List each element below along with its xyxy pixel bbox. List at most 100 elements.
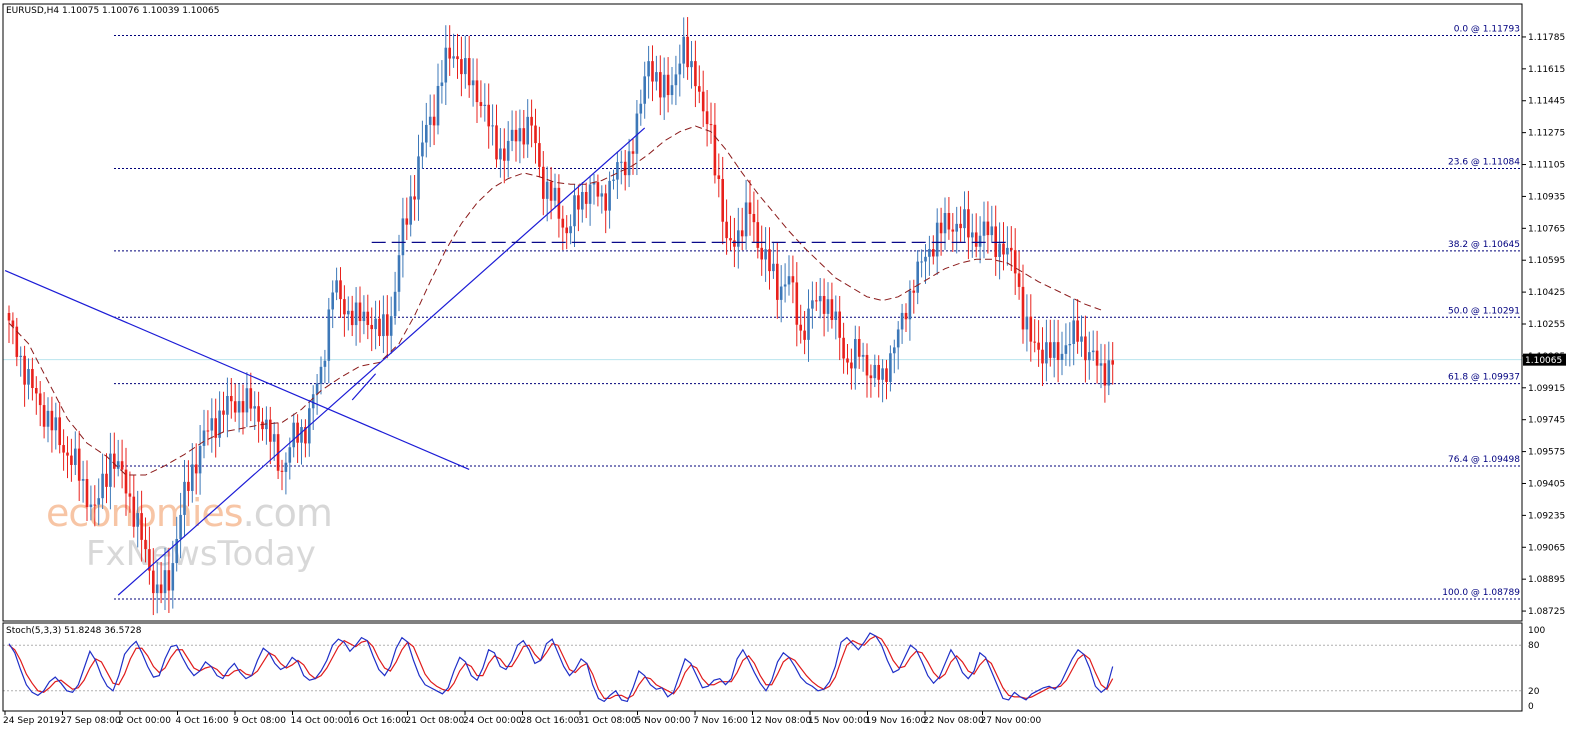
- candle-body: [272, 434, 276, 442]
- candle-body: [448, 47, 451, 59]
- candle-body: [1068, 343, 1072, 346]
- candle-body: [167, 570, 171, 591]
- price-tick-label: 1.09405: [1528, 479, 1565, 489]
- stoch-tick-label: 0: [1528, 702, 1534, 712]
- candle-body: [666, 74, 670, 96]
- candle-body: [756, 222, 760, 248]
- time-axis-label: 14 Oct 00:00: [291, 716, 350, 726]
- watermark-part1: economies: [46, 491, 243, 535]
- candle-body: [635, 113, 639, 154]
- candle-body: [939, 222, 943, 234]
- candle-body: [803, 330, 806, 340]
- candle-body: [807, 308, 810, 340]
- candle-body: [1029, 316, 1033, 342]
- candle-body: [869, 375, 873, 379]
- fib-level-label: 0.0 @ 1.11793: [1454, 24, 1520, 34]
- candle-body: [717, 175, 721, 180]
- candle-body: [191, 464, 194, 491]
- candle-body: [815, 300, 818, 302]
- stoch-tick-label: 100: [1528, 626, 1545, 636]
- price-tick-label: 1.11615: [1528, 65, 1565, 75]
- svg-text:economies.com: economies.com: [46, 491, 332, 535]
- candle-body: [877, 364, 880, 380]
- candle-body: [15, 326, 19, 357]
- candle-body: [284, 462, 288, 472]
- candle-body: [545, 181, 549, 199]
- candle-body: [865, 354, 869, 376]
- candle-body: [701, 91, 705, 112]
- candle-body: [382, 314, 385, 337]
- stoch-signal-line: [8, 635, 1114, 700]
- candle-body: [105, 473, 108, 487]
- candle-body: [526, 116, 529, 145]
- candle-body: [518, 128, 522, 142]
- candle-body: [670, 85, 674, 96]
- candle-body: [627, 151, 631, 176]
- candle-body: [249, 388, 253, 409]
- candle-body: [343, 299, 346, 315]
- candle-body: [1107, 360, 1111, 386]
- candle-body: [861, 354, 865, 357]
- candle-body: [179, 514, 182, 539]
- candle-body: [479, 102, 483, 107]
- candle-body: [967, 209, 970, 238]
- candle-body: [744, 202, 748, 237]
- candle-body: [113, 453, 116, 469]
- candle-body: [397, 255, 401, 292]
- candle-body: [818, 295, 822, 302]
- price-tick-label: 1.11105: [1528, 161, 1565, 171]
- candle-body: [1021, 286, 1025, 330]
- candle-body: [315, 383, 319, 395]
- candle-body: [393, 291, 397, 317]
- candle-body: [222, 410, 225, 415]
- candle-body: [620, 161, 623, 163]
- candle-body: [292, 422, 295, 448]
- candle-body: [514, 129, 518, 142]
- candle-body: [296, 422, 299, 443]
- candle-body: [904, 312, 908, 320]
- candle-body: [787, 276, 791, 285]
- candle-body: [682, 36, 685, 64]
- candle-body: [1017, 273, 1021, 287]
- candle-body: [600, 193, 604, 197]
- stoch-panel-frame: [2, 622, 1523, 712]
- candle-body: [854, 338, 857, 369]
- candle-body: [955, 223, 958, 232]
- time-axis-label: 31 Oct 08:00: [578, 716, 637, 726]
- candle-body: [1002, 243, 1005, 255]
- trendline: [4, 269, 470, 470]
- candle-body: [31, 368, 34, 389]
- candle-body: [705, 111, 709, 125]
- candle-body: [354, 302, 358, 326]
- candle-body: [1033, 341, 1036, 343]
- candle-body: [561, 218, 565, 228]
- candle-body: [66, 452, 69, 456]
- candle-body: [694, 61, 697, 87]
- candle-body: [210, 418, 214, 431]
- candle-body: [783, 284, 787, 287]
- candle-body: [549, 181, 553, 201]
- candle-body: [608, 180, 611, 211]
- candle-body: [136, 513, 139, 527]
- candle-body: [943, 213, 947, 234]
- candle-body: [881, 368, 884, 380]
- candle-body: [842, 337, 845, 359]
- candle-body: [350, 310, 354, 326]
- time-axis-label: 24 Oct 00:00: [463, 716, 522, 726]
- candle-body: [85, 479, 89, 508]
- candle-body: [218, 410, 221, 438]
- candle-body: [1041, 349, 1044, 364]
- candle-body: [768, 249, 771, 272]
- candle-body: [951, 229, 955, 232]
- candle-body: [124, 469, 128, 494]
- candle-body: [483, 104, 487, 107]
- candle-body: [986, 221, 990, 236]
- candle-body: [748, 202, 752, 215]
- watermark-part2: .com: [243, 491, 332, 535]
- price-tick-label: 1.11445: [1528, 97, 1565, 107]
- trendline: [117, 127, 646, 596]
- candle-body: [764, 249, 767, 260]
- candle-body: [206, 430, 210, 432]
